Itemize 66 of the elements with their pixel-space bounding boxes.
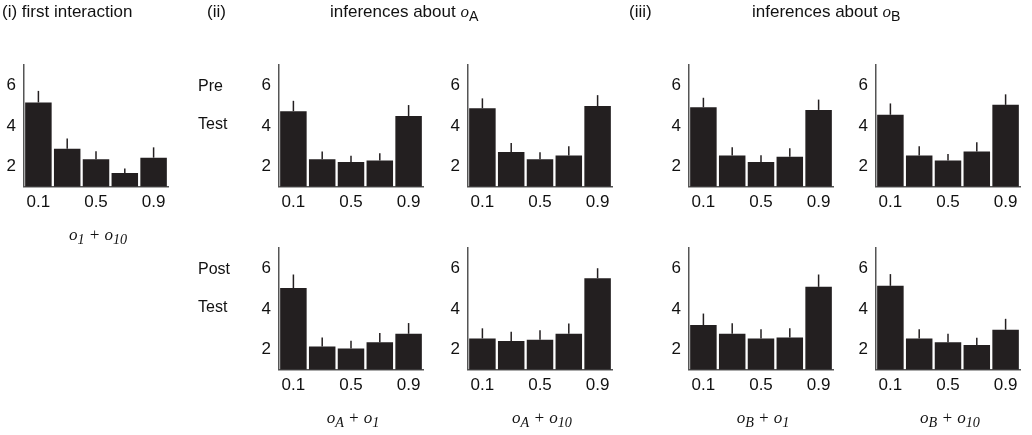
y-tick-label: 4: [671, 298, 681, 318]
x-axis-title: o$_{A}$ + o$_{10}$: [511, 408, 573, 432]
x-axis-title: o$_{A}$ + o$_{1}$: [325, 408, 381, 432]
x-tick-label: 0.9: [141, 192, 166, 212]
y-tick-label: 2: [858, 339, 868, 359]
y-tick-label: 6: [261, 258, 271, 278]
y-tick-label: 6: [261, 75, 271, 95]
x-axis-title: o$_{B}$ + o$_{10}$: [919, 408, 981, 432]
y-tick-label: 6: [671, 258, 681, 278]
y-tick-label: 6: [450, 258, 460, 278]
x-tick-label: 0.1: [470, 375, 495, 395]
text: Pre Test: [198, 77, 228, 132]
y-tick-label: 2: [671, 339, 681, 359]
y-tick-label: 6: [858, 258, 868, 278]
chart-title: (i) first interaction: [2, 2, 133, 22]
y-tick-label: 4: [858, 115, 868, 135]
x-tick-label: 0.5: [84, 192, 108, 212]
x-tick-label: 0.1: [281, 192, 306, 212]
x-tick-label: 0.5: [528, 192, 552, 212]
chart-title: (ii): [207, 2, 226, 22]
x-tick-label: 0.5: [339, 192, 363, 212]
y-tick-label: 4: [6, 115, 16, 135]
y-tick-label: 4: [261, 298, 271, 318]
x-axis-title: o$_{1}$ + o$_{10}$: [67, 225, 129, 249]
y-tick-label: 6: [671, 75, 681, 95]
x-tick-label: 0.1: [470, 192, 495, 212]
y-tick-label: 2: [450, 156, 460, 176]
x-tick-label: 0.9: [585, 192, 610, 212]
y-tick-label: 4: [450, 298, 460, 318]
x-tick-label: 0.5: [936, 192, 960, 212]
y-tick-label: 6: [6, 75, 16, 95]
x-tick-label: 0.1: [691, 192, 716, 212]
x-tick-label: 0.9: [806, 192, 831, 212]
x-tick-label: 0.1: [878, 192, 903, 212]
y-tick-label: 4: [858, 298, 868, 318]
x-tick-label: 0.9: [993, 375, 1018, 395]
x-tick-label: 0.9: [993, 192, 1018, 212]
y-tick-label: 2: [858, 156, 868, 176]
y-tick-label: 2: [261, 339, 271, 359]
x-tick-label: 0.5: [749, 192, 773, 212]
x-tick-label: 0.9: [396, 192, 421, 212]
x-tick-label: 0.1: [26, 192, 51, 212]
y-tick-label: 6: [450, 75, 460, 95]
y-tick-label: 2: [6, 156, 16, 176]
x-tick-label: 0.1: [691, 375, 716, 395]
x-tick-label: 0.1: [281, 375, 306, 395]
x-tick-label: 0.5: [936, 375, 960, 395]
chart-title: (iii): [629, 2, 652, 22]
x-axis-title: o$_{B}$ + o$_{1}$: [735, 408, 791, 432]
x-tick-label: 0.9: [806, 375, 831, 395]
y-tick-label: 4: [671, 115, 681, 135]
text: Post Test: [198, 260, 231, 315]
x-tick-label: 0.5: [528, 375, 552, 395]
chart-subtitle: inferences about o$_{B}$: [752, 2, 901, 25]
y-tick-label: 2: [261, 156, 271, 176]
x-tick-label: 0.5: [339, 375, 363, 395]
y-tick-label: 2: [450, 339, 460, 359]
x-tick-label: 0.1: [878, 375, 903, 395]
x-tick-label: 0.5: [749, 375, 773, 395]
chart-subtitle: inferences about o$_{A}$: [330, 2, 479, 25]
y-tick-label: 2: [671, 156, 681, 176]
y-tick-label: 4: [450, 115, 460, 135]
y-tick-label: 6: [858, 75, 868, 95]
y-tick-label: 4: [261, 115, 271, 135]
x-tick-label: 0.9: [585, 375, 610, 395]
x-tick-label: 0.9: [396, 375, 421, 395]
